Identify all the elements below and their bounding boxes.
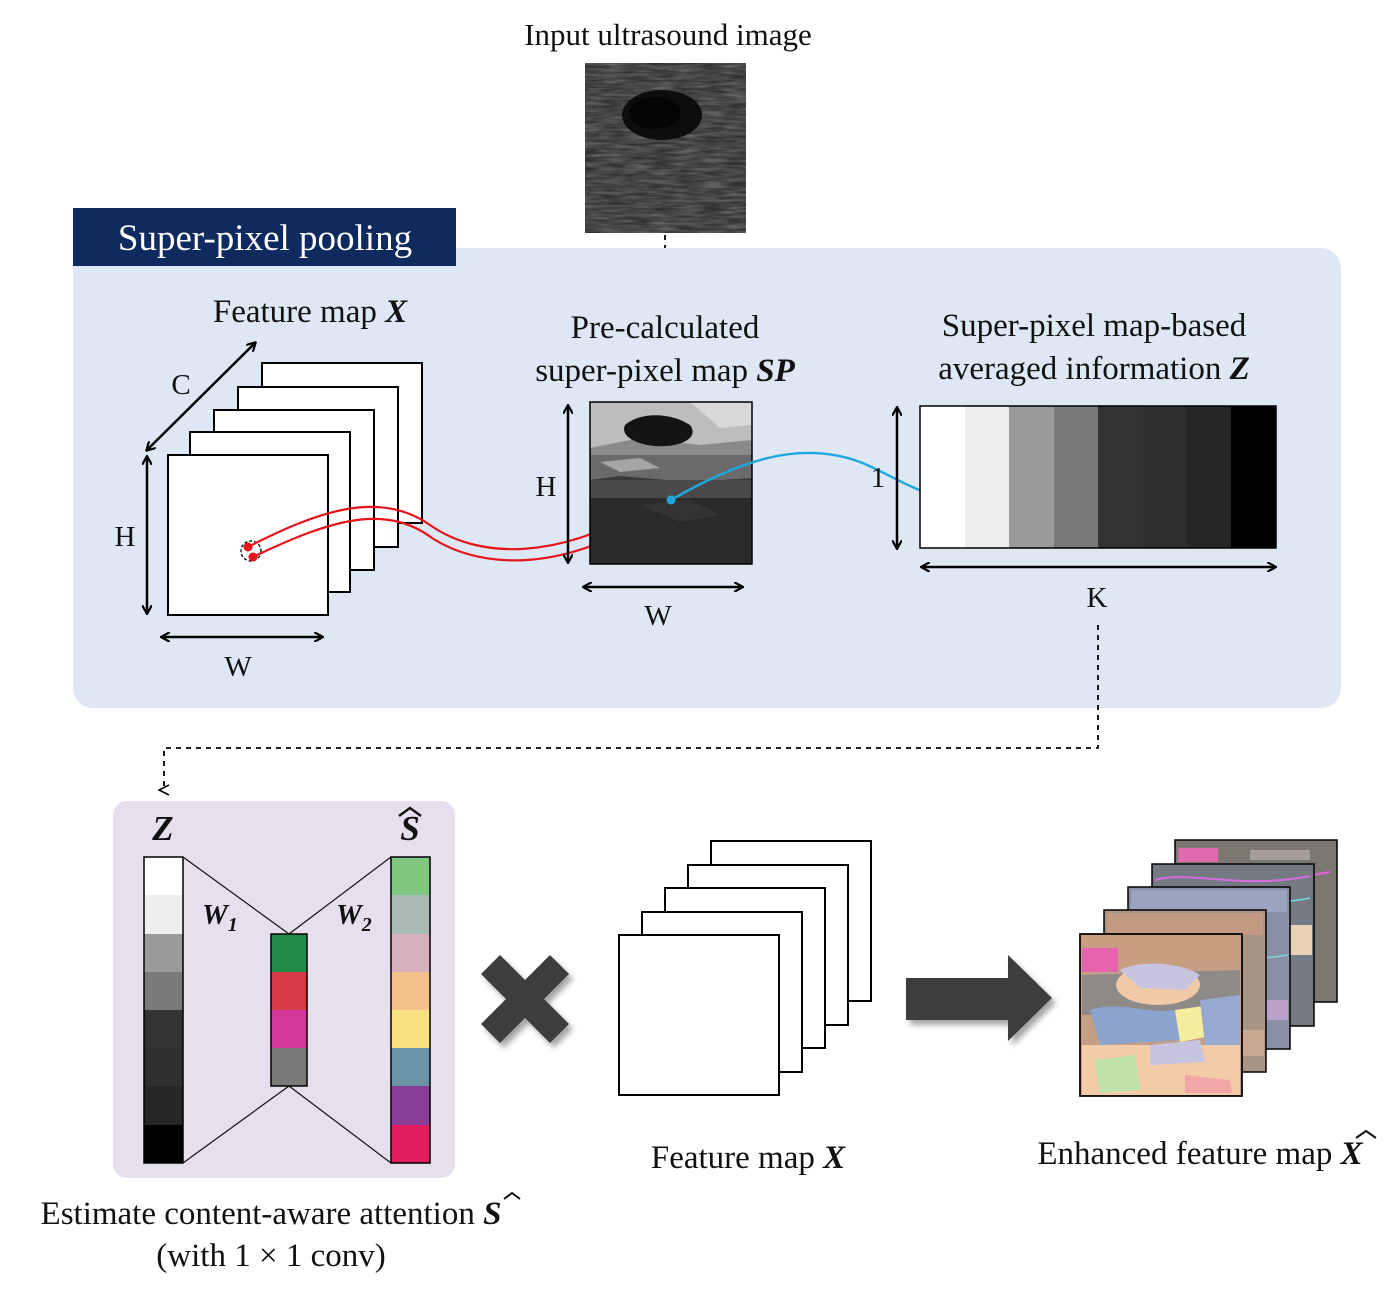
feature-map-bottom-label: Feature map X (651, 1140, 846, 1176)
s-hat-column-label: S (400, 809, 419, 848)
h-dimension-label: H (115, 521, 136, 553)
result-arrow (906, 955, 1052, 1041)
sp-map-label-line2: super-pixel map SP (535, 353, 795, 389)
input-image-label: Input ultrasound image (524, 17, 812, 52)
k-to-attention-connector (164, 625, 1099, 790)
attention-caption-line1: Estimate content-aware attention S (41, 1196, 502, 1232)
z-map-label-line1: Super-pixel map-based (942, 308, 1247, 344)
w-dimension-label: W (224, 651, 252, 683)
z-k-label: K (1087, 582, 1108, 614)
hat-icon (1355, 1129, 1377, 1139)
z-height-label: 1 (871, 462, 886, 494)
z-column (143, 856, 184, 1164)
feature-map-stack-top (167, 362, 423, 616)
panel-title: Super-pixel pooling (118, 218, 412, 259)
z-averaged-bar (919, 405, 1277, 549)
attention-caption-line2: (with 1 × 1 conv) (156, 1238, 385, 1274)
enhanced-feature-map-stack (1079, 839, 1338, 1097)
feature-map-stack-bottom (618, 840, 872, 1096)
c-dimension-arrow (147, 343, 255, 450)
hat-icon (398, 806, 422, 817)
multiply-icon (481, 955, 569, 1043)
conv-connections (182, 856, 392, 1164)
w2-label: W2 (336, 899, 372, 936)
c-dimension-label: C (171, 369, 190, 401)
z-column-label: Z (151, 809, 173, 848)
w1-label: W1 (202, 899, 238, 936)
sp-map-label-line1: Pre-calculated (571, 310, 760, 346)
bottleneck-column (270, 933, 308, 1087)
enhanced-feature-map-label: Enhanced feature map X (1037, 1136, 1363, 1172)
sp-w-dimension-label: W (644, 600, 672, 632)
sp-h-dimension-label: H (536, 471, 557, 503)
super-pixel-map (589, 401, 753, 565)
z-map-label-line2: averaged information Z (938, 351, 1250, 387)
hat-icon (503, 1191, 521, 1200)
s-hat-column (390, 856, 431, 1164)
feature-map-top-label: Feature map X (213, 294, 408, 330)
red-mapping-path (252, 512, 656, 562)
panel-title-bar (73, 208, 456, 266)
ultrasound-image (585, 63, 746, 233)
